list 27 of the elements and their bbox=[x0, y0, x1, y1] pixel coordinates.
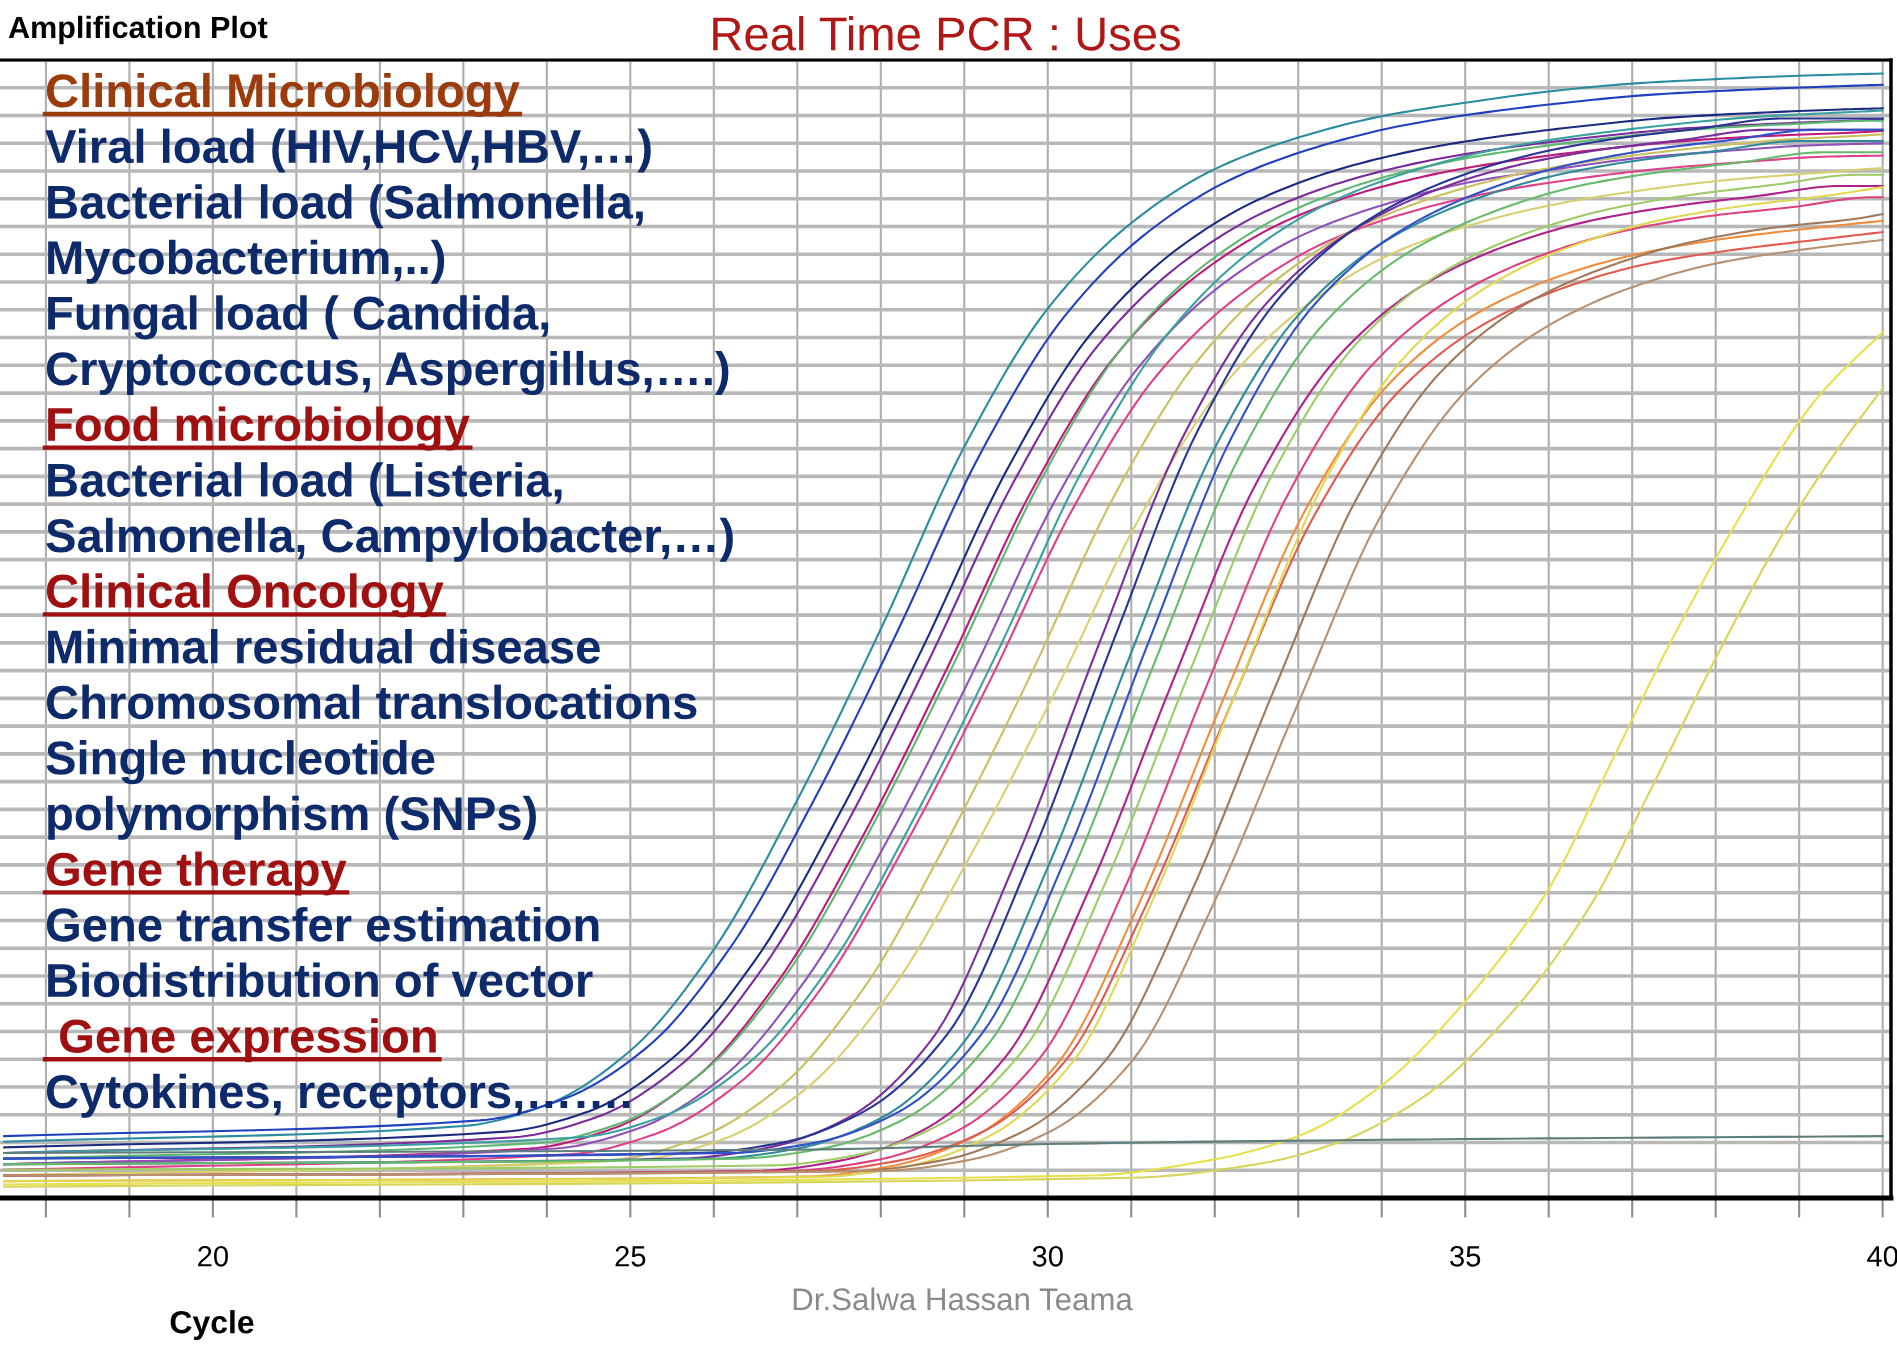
annotation: Single nucleotide bbox=[46, 740, 435, 785]
annotation: Biodistribution of vector bbox=[48, 962, 593, 998]
annotation: Bacterial load (Listeria, bbox=[48, 462, 562, 507]
x-tick-label: 25 bbox=[615, 1245, 646, 1267]
annotation: Food microbiology bbox=[48, 406, 470, 451]
annotation: Clinical Microbiology bbox=[46, 72, 520, 118]
annotation: Clinical Oncology bbox=[46, 573, 444, 618]
text: Dr.Salwa Hassan Teama bbox=[793, 1287, 1133, 1311]
annotation: Cryptococcus, Aspergillus,….) bbox=[46, 350, 729, 396]
annotation: Chromosomal translocations bbox=[46, 684, 697, 720]
x-tick-label: 35 bbox=[1450, 1245, 1481, 1267]
x-tick-label: 20 bbox=[198, 1245, 228, 1267]
annotation: Gene transfer estimation bbox=[46, 906, 599, 942]
x-axis-title: Cycle bbox=[170, 1310, 254, 1340]
annotation: Fungal load ( Candida, bbox=[48, 295, 549, 340]
annotation: Gene expression bbox=[60, 1018, 436, 1063]
annotation: Bacterial load (Salmonella, bbox=[48, 184, 643, 229]
annotation: Mycobacterium,..) bbox=[48, 239, 445, 284]
annotation: Viral load (HIV,HCV,HBV,…) bbox=[45, 128, 651, 173]
x-tick-label: 40 bbox=[1867, 1245, 1897, 1267]
chart-title: Real Time PCR : Uses bbox=[713, 15, 1180, 51]
annotation: Gene therapy bbox=[46, 851, 347, 896]
annotation: polymorphism (SNPs) bbox=[48, 795, 536, 840]
annotation: Minimal residual disease bbox=[48, 628, 600, 664]
x-tick-label: 30 bbox=[1032, 1245, 1063, 1267]
annotation: Salmonella, Campylobacter,…) bbox=[46, 517, 733, 562]
text: Amplification Plot bbox=[8, 15, 268, 45]
